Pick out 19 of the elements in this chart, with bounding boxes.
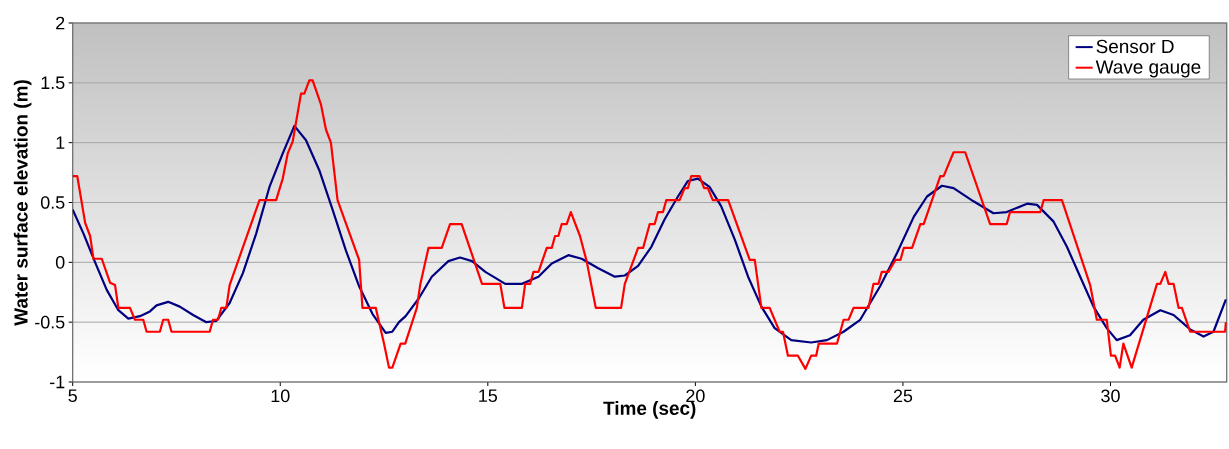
- y-tick-label: 2: [56, 16, 65, 30]
- line-series: [72, 124, 1227, 344]
- x-tick-label: 20: [686, 389, 705, 403]
- legend-label: Wave gauge: [1095, 60, 1201, 78]
- y-tick-label: 1: [56, 136, 65, 149]
- x-tick-label: 10: [271, 389, 290, 403]
- x-tick-label: 15: [479, 389, 498, 403]
- y-tick-label: -0.5: [35, 315, 65, 329]
- x-tick-label: 30: [1101, 389, 1120, 403]
- line-series: [72, 79, 1227, 370]
- y-axis-title: Water surface elevation (m): [13, 80, 32, 326]
- x-axis-title: Time (sec): [603, 401, 696, 419]
- y-tick-label: 1.5: [41, 76, 65, 90]
- x-tick-label: 25: [893, 389, 913, 403]
- y-tick-label: 0.5: [40, 196, 65, 209]
- legend-label: Sensor D: [1096, 39, 1174, 54]
- y-tick-label: 0: [55, 255, 65, 269]
- x-tick-label: 5: [68, 389, 77, 403]
- y-tick-label: -1: [50, 375, 65, 389]
